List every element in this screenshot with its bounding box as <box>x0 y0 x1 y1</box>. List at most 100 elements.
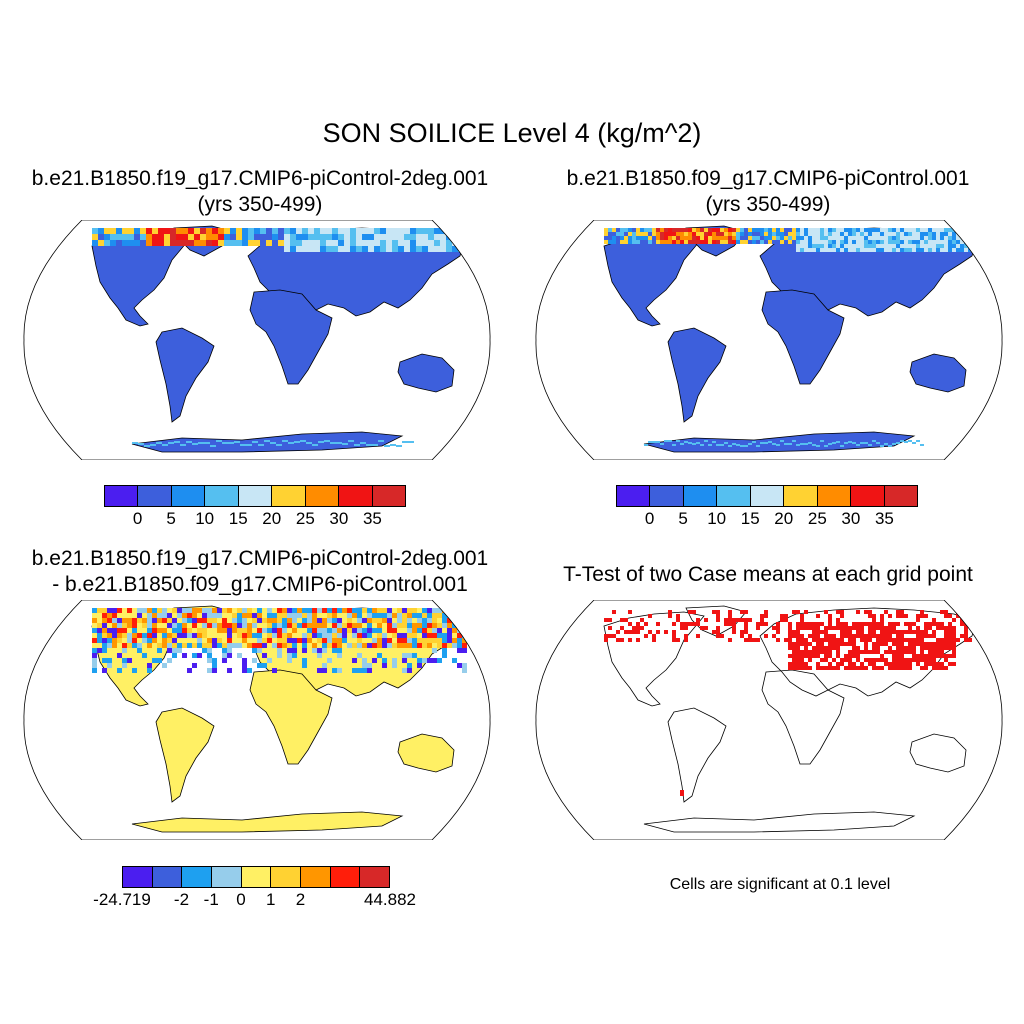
grid-cell <box>202 618 207 623</box>
grid-cell <box>804 642 808 646</box>
grid-cell <box>192 613 197 618</box>
grid-cell <box>672 638 676 642</box>
grid-cell <box>724 618 728 622</box>
continent-eurasia <box>759 607 977 697</box>
grid-cell <box>872 614 876 618</box>
grid-cell <box>696 634 700 638</box>
grid-cell <box>157 648 162 653</box>
grid-cell <box>828 232 832 236</box>
grid-cell <box>417 663 422 668</box>
grid-cell <box>864 228 868 232</box>
grid-cell <box>158 240 164 246</box>
grid-cell <box>192 628 197 633</box>
grid-cell <box>624 228 628 232</box>
grid-cell <box>428 228 434 234</box>
grid-cell <box>808 654 812 658</box>
grid-cell <box>856 666 860 670</box>
grid-cell <box>648 240 652 244</box>
grid-cell <box>116 240 122 246</box>
grid-cell <box>912 240 916 244</box>
grid-cell <box>308 246 314 252</box>
grid-cell <box>868 236 872 240</box>
grid-cell <box>327 618 332 623</box>
grid-cell <box>227 613 232 618</box>
grid-cell <box>880 638 884 642</box>
grid-cell <box>768 236 772 240</box>
grid-cell <box>222 653 227 658</box>
grid-cell <box>302 648 307 653</box>
grid-cell <box>620 236 624 240</box>
grid-cell <box>427 628 432 633</box>
grid-cell <box>792 654 796 658</box>
grid-cell <box>357 618 362 623</box>
grid-cell <box>652 638 656 642</box>
grid-cell <box>812 228 816 232</box>
grid-cell <box>462 618 467 623</box>
grid-cell <box>312 638 317 643</box>
grid-cell <box>92 234 98 240</box>
grid-cell <box>732 626 736 630</box>
grid-cell <box>332 648 337 653</box>
grid-cell <box>257 638 262 643</box>
grid-cell <box>696 618 700 622</box>
grid-cell <box>402 638 407 643</box>
grid-cell <box>900 666 904 670</box>
grid-cell <box>848 638 852 642</box>
grid-cell <box>204 442 210 444</box>
grid-cell <box>716 618 720 622</box>
grid-cell <box>182 638 187 643</box>
grid-cell <box>624 630 628 634</box>
grid-cell <box>317 613 322 618</box>
grid-cell <box>876 244 880 248</box>
grid-cell <box>142 633 147 638</box>
grid-cell <box>868 248 872 252</box>
grid-cell <box>812 654 816 658</box>
grid-cell <box>437 628 442 633</box>
colorbar-swatch <box>650 486 684 506</box>
grid-cell <box>357 668 362 673</box>
grid-cell <box>716 236 720 240</box>
grid-cell <box>277 628 282 633</box>
grid-cell <box>688 228 692 232</box>
grid-cell <box>287 628 292 633</box>
grid-cell <box>716 626 720 630</box>
grid-cell <box>257 633 262 638</box>
grid-cell <box>644 236 648 240</box>
grid-cell <box>257 628 262 633</box>
grid-cell <box>97 618 102 623</box>
grid-cell <box>868 444 872 446</box>
grid-cell <box>736 618 740 622</box>
grid-cell <box>188 228 194 234</box>
grid-cell <box>908 440 912 442</box>
grid-cell <box>632 228 636 232</box>
grid-cell <box>367 618 372 623</box>
grid-cell <box>186 441 192 443</box>
grid-cell <box>357 633 362 638</box>
grid-cell <box>162 613 167 618</box>
grid-cell <box>856 248 860 252</box>
grid-cell <box>187 613 192 618</box>
grid-cell <box>624 240 628 244</box>
grid-cell <box>342 618 347 623</box>
grid-cell <box>277 623 282 628</box>
colorbar-swatch <box>851 486 885 506</box>
colorbar-tick-label: 1 <box>266 890 276 909</box>
colorbar-tick-label: 44.882 <box>364 890 416 909</box>
grid-cell <box>322 623 327 628</box>
grid-cell <box>157 623 162 628</box>
grid-cell <box>307 628 312 633</box>
grid-cell <box>437 618 442 623</box>
grid-cell <box>800 658 804 662</box>
grid-cell <box>832 638 836 642</box>
grid-cell <box>728 445 732 447</box>
grid-cell <box>402 628 407 633</box>
grid-cell <box>752 236 756 240</box>
colorbar-swatch <box>305 486 340 506</box>
grid-cell <box>337 613 342 618</box>
grid-cell <box>880 622 884 626</box>
grid-cell <box>752 228 756 232</box>
grid-cell <box>876 248 880 252</box>
grid-cell <box>362 633 367 638</box>
grid-cell <box>912 248 916 252</box>
grid-cell <box>212 234 218 240</box>
